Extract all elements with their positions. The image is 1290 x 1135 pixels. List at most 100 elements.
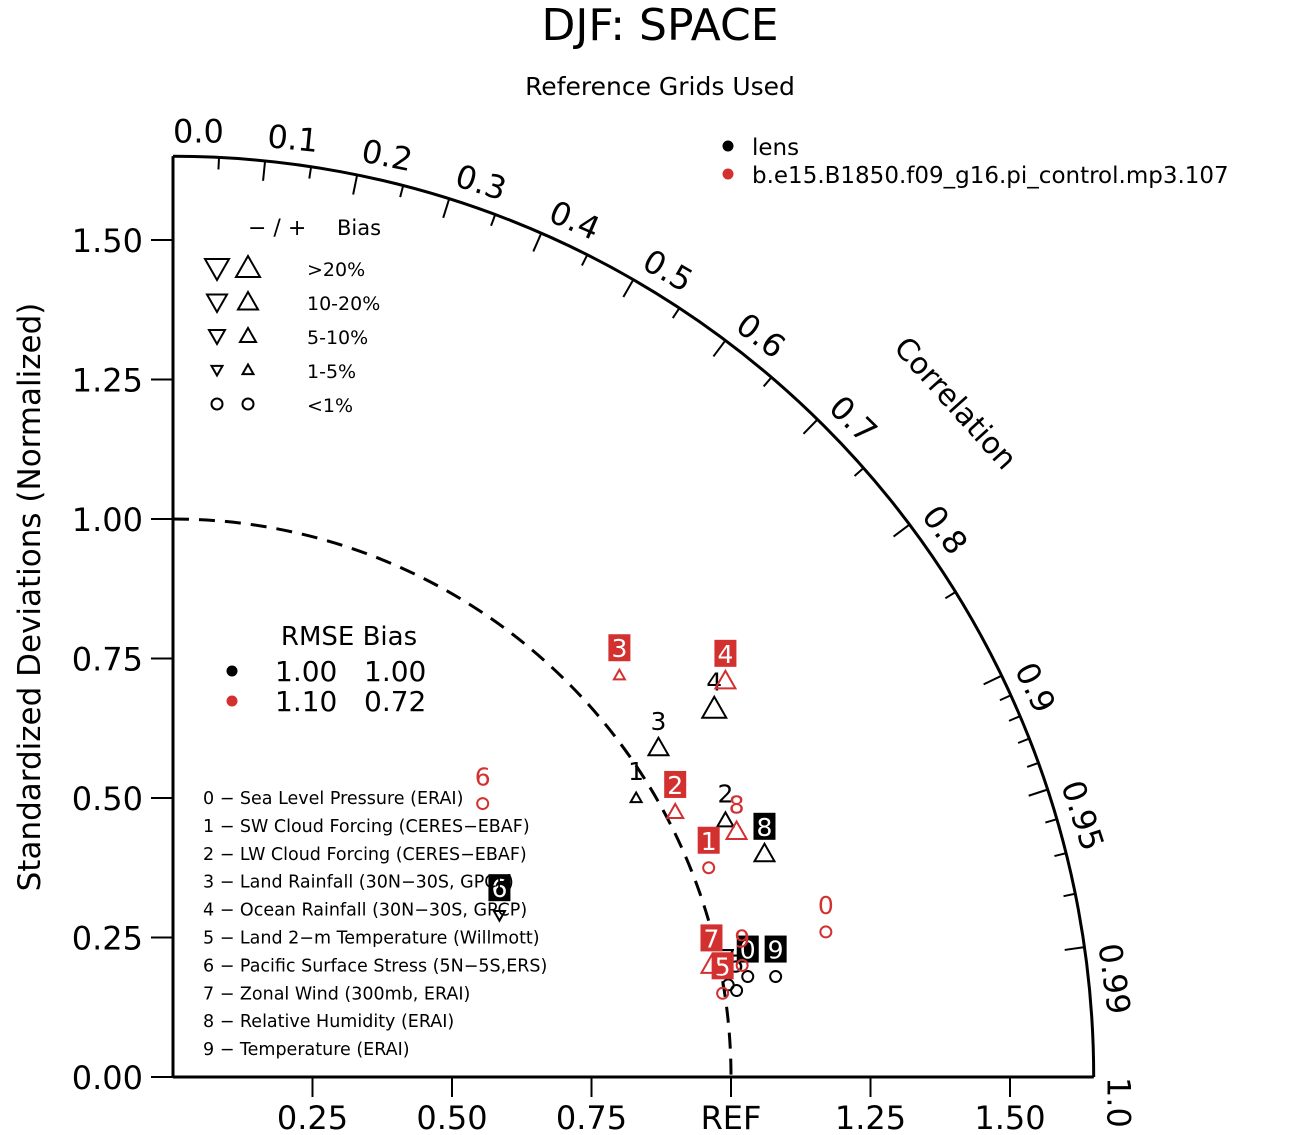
data-point-label: 9 (734, 924, 750, 953)
x-tick-label: 0.25 (277, 1099, 348, 1135)
data-point-marker (628, 790, 644, 804)
data-point-label-box (700, 924, 723, 952)
bias-legend-triangle-up (236, 289, 260, 311)
correlation-tick-label: 0.6 (729, 305, 793, 366)
data-point-label-box (608, 634, 631, 662)
legend-label: lens (752, 135, 799, 161)
correlation-minor-tick (490, 214, 497, 227)
data-point-marker (702, 861, 716, 875)
bias-legend-label: >20% (307, 259, 365, 281)
data-point-marker (819, 925, 833, 939)
bias-legend-circle-plus (241, 397, 255, 411)
correlation-tick (442, 198, 451, 219)
data-point-marker (713, 668, 738, 690)
correlation-tick-label: 1.0 (1100, 1077, 1138, 1128)
markers-group: 01234567890123456789 (475, 634, 834, 1000)
correlation-minor-tick (217, 157, 221, 170)
bias-legend: − / + Bias >20% 10-20% 5-10% 1-5% <1% (203, 216, 381, 417)
bias-legend-label: 10-20% (307, 293, 380, 315)
data-point-label: 4 (706, 668, 722, 697)
data-point-label: 6 (475, 763, 491, 792)
correlation-arc (172, 154, 1096, 1078)
variable-list: 0 − Sea Level Pressure (ERAI) 1 − SW Clou… (203, 789, 547, 1060)
y-tick-label: 0.00 (72, 1059, 143, 1097)
variable-list-item: 9 − Temperature (ERAI) (203, 1040, 410, 1060)
y-tick-label: 1.25 (72, 362, 143, 400)
data-point-label: 0 (818, 891, 834, 920)
y-tick-label: 0.50 (72, 780, 143, 818)
bias-legend-label: 5-10% (307, 327, 368, 349)
correlation-tick (802, 418, 819, 435)
correlation-tick-label: 0.9 (1007, 656, 1063, 718)
correlation-tick-label: 0.7 (822, 388, 885, 451)
data-point-label: 3 (611, 634, 627, 663)
correlation-minor-tick (999, 694, 1012, 702)
data-point-marker (741, 970, 755, 984)
correlation-minor-tick (1063, 892, 1076, 898)
bias-value: 1.00 (364, 655, 426, 688)
y-tick-label: 1.00 (72, 501, 143, 539)
correlation-tick (352, 174, 359, 195)
data-point-label: 2 (717, 779, 733, 808)
rmse-table-header: RMSE Bias (281, 622, 417, 652)
data-point-marker (735, 958, 749, 972)
correlation-minor-tick (762, 376, 773, 388)
x-tick-label: 0.50 (416, 1099, 487, 1135)
bias-legend-triangle-up (238, 325, 258, 343)
correlation-minor-tick (1008, 715, 1021, 722)
bias-legend-triangle-up (240, 362, 256, 376)
data-point-marker (724, 819, 749, 840)
data-point-marker (612, 667, 627, 681)
correlation-tick (1064, 946, 1085, 951)
variable-list-item: 3 − Land Rainfall (30N−30S, GPCP) (203, 873, 514, 893)
y-tick-label: 1.50 (72, 222, 143, 260)
variable-list-item: 6 − Pacific Surface Stress (5N−5S,ERS) (203, 956, 547, 976)
rmse-value: 1.10 (275, 685, 337, 718)
data-point-label: 8 (729, 790, 745, 819)
data-point-label-box (664, 770, 687, 798)
data-point-marker (715, 810, 736, 828)
data-point-label: 0 (740, 936, 756, 965)
data-point-label-box (764, 935, 787, 963)
legend-dot (722, 140, 734, 152)
bias-legend-triangle-down (207, 329, 227, 347)
data-point-label-box (697, 826, 720, 854)
legend-label: b.e15.B1850.f09_g16.pi_control.mp3.107 (752, 163, 1229, 189)
x-tick-label: 1.50 (974, 1099, 1045, 1135)
correlation-minor-tick (1017, 737, 1030, 744)
data-point-label: 2 (667, 771, 683, 800)
y-tick-label: 0.25 (72, 920, 143, 958)
correlation-tick-label: 0.3 (451, 157, 511, 209)
correlation-tick-label: 0.1 (266, 117, 320, 160)
correlation-tick-label: 0.2 (358, 132, 415, 179)
variable-list-item: 7 − Zonal Wind (300mb, ERAI) (203, 984, 470, 1004)
bias-legend-triangle-down (209, 364, 225, 378)
data-point-label-box (736, 935, 759, 963)
variable-list-item: 1 − SW Cloud Forcing (CERES−EBAF) (203, 817, 530, 837)
x-tick-label: 1.25 (835, 1099, 906, 1135)
correlation-tick (712, 339, 727, 358)
data-point-marker (492, 910, 507, 923)
chart-title: DJF: SPACE (541, 0, 778, 51)
correlation-tick (983, 674, 1003, 686)
bias-legend-label: <1% (307, 395, 353, 417)
data-point-marker (665, 801, 685, 819)
data-point-label: 1 (628, 757, 644, 786)
data-point-marker (716, 986, 730, 1000)
correlation-label: Correlation (887, 330, 1024, 476)
rmse-table-dot (226, 665, 238, 677)
rmse-value: 1.00 (275, 655, 337, 688)
data-point-label: 6 (491, 874, 507, 903)
correlation-minor-tick (671, 307, 681, 319)
bias-legend-triangle-down (205, 293, 229, 315)
bias-legend-triangle-up (234, 253, 262, 278)
variable-list-item: 2 − LW Cloud Forcing (CERES−EBAF) (203, 845, 527, 865)
correlation-tick (1028, 788, 1048, 797)
data-point-label: 8 (757, 813, 773, 842)
x-tick-label: REF (701, 1099, 762, 1135)
correlation-tick-label: 0.99 (1090, 941, 1138, 1017)
bias-legend-sign-header: − / + (248, 216, 306, 241)
bias-value: 0.72 (364, 685, 426, 718)
